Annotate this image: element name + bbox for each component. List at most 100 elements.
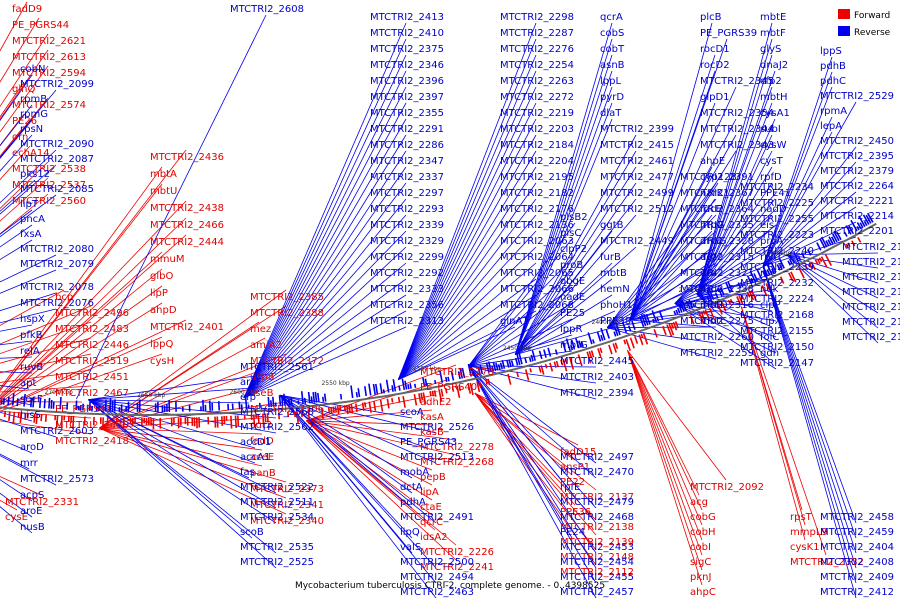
label-connector	[762, 266, 857, 599]
reverse-feature	[766, 269, 771, 276]
label-connector	[762, 266, 857, 554]
label-connector	[243, 134, 407, 399]
reverse-feature	[856, 226, 860, 231]
label-connector	[306, 420, 433, 471]
reverse-gene-label: MTCTRI2_2329	[370, 236, 444, 247]
reverse-feature	[392, 379, 397, 392]
forward-gene-label: MTCTRI2_2373	[250, 484, 324, 495]
forward-gene-label: MTCTRI2_2574	[12, 100, 86, 111]
reverse-feature	[32, 396, 35, 408]
forward-gene-label: MTCTRI2_2112	[560, 567, 634, 578]
forward-gene-label: rpsT	[790, 512, 813, 523]
reverse-feature	[23, 393, 26, 407]
reverse-feature	[643, 313, 649, 326]
label-connector	[397, 86, 537, 380]
forward-feature	[820, 256, 828, 268]
reverse-gene-label: MTCTRI2_2477	[600, 172, 674, 183]
forward-feature	[704, 309, 711, 321]
reverse-gene-label: MTCTRI2_2114	[842, 287, 900, 298]
forward-feature	[386, 398, 390, 409]
reverse-feature	[787, 260, 792, 266]
reverse-gene-label: MTCTRI2_2347	[370, 156, 444, 167]
label-connector	[398, 262, 537, 381]
reverse-gene-label: MTCTRI2_2065	[500, 268, 574, 279]
reverse-feature	[11, 393, 15, 406]
forward-feature	[847, 242, 851, 248]
reverse-gene-label: MTCTRI2_2147	[740, 358, 814, 369]
reverse-feature	[434, 379, 437, 385]
label-connector	[786, 254, 879, 344]
label-connector	[88, 372, 277, 401]
label-connector	[0, 321, 92, 355]
label-connector	[468, 270, 573, 367]
forward-feature	[708, 307, 715, 320]
forward-feature	[689, 315, 695, 325]
label-connector	[0, 183, 163, 392]
label-connector	[76, 14, 267, 400]
reverse-feature	[658, 310, 664, 321]
label-connector	[99, 385, 263, 429]
forward-gene-label: MTCTRI2_2466	[150, 220, 224, 231]
reverse-gene-label: furB	[600, 252, 621, 263]
reverse-gene-label: MTCTRI2_2063	[500, 236, 574, 247]
reverse-feature	[39, 398, 42, 408]
legend-reverse-swatch	[838, 26, 850, 36]
label-connector	[762, 266, 857, 539]
reverse-gene-label: aroF	[240, 377, 262, 388]
forward-gene-label: sseB	[250, 388, 274, 399]
label-connector	[674, 303, 777, 370]
forward-gene-label: fadD9	[12, 4, 42, 15]
reverse-gene-label: MTCTRI2_2113	[842, 302, 900, 313]
label-connector	[0, 193, 49, 235]
forward-feature	[277, 412, 281, 420]
reverse-gene-label: lppL	[600, 76, 621, 87]
label-connector	[88, 399, 277, 569]
forward-feature	[662, 325, 667, 336]
reverse-feature	[43, 399, 46, 409]
reverse-gene-label: MTCTRI2_2150	[740, 342, 814, 353]
forward-feature	[413, 394, 418, 406]
forward-feature	[330, 406, 333, 414]
forward-feature	[740, 294, 744, 300]
reverse-feature	[753, 273, 759, 282]
label-connector	[88, 399, 256, 464]
reverse-feature	[7, 396, 10, 406]
forward-gene-label: lipA	[420, 487, 439, 498]
reverse-feature	[791, 259, 796, 264]
forward-feature	[440, 388, 444, 397]
reverse-gene-label: MTCTRI2_2461	[600, 156, 674, 167]
reverse-gene-label: MTCTRI2_2292	[370, 268, 444, 279]
forward-gene-label: MTCTRI2_2148	[560, 552, 634, 563]
reverse-gene-label: cobS	[600, 28, 624, 39]
reverse-gene-label: MTCTRI2_2394	[560, 388, 634, 399]
forward-feature	[765, 283, 770, 290]
label-connector	[99, 337, 266, 429]
forward-feature	[597, 348, 602, 358]
label-connector	[696, 246, 773, 296]
reverse-gene-label: PE25	[560, 308, 585, 319]
reverse-gene-label: aroE	[20, 506, 42, 517]
reverse-feature	[639, 315, 645, 328]
reverse-gene-label: rpmA	[820, 106, 847, 117]
forward-gene-label: lipP	[150, 288, 168, 299]
reverse-gene-label: MTCTRI2_2459	[820, 527, 894, 538]
label-connector	[468, 365, 597, 400]
reverse-gene-label: MTCTRI2_2512	[600, 204, 674, 215]
forward-feature	[668, 323, 675, 336]
reverse-gene-label: MTCTRI2_2255	[740, 214, 814, 225]
forward-gene-label: MTCTRI2_2138	[560, 522, 634, 533]
label-connector	[627, 350, 700, 496]
reverse-gene-label: obgE	[560, 276, 585, 287]
label-connector	[306, 420, 457, 561]
reverse-feature	[766, 264, 773, 275]
reverse-gene-label: MTCTRI2_2525	[240, 557, 314, 568]
label-connector	[306, 409, 433, 422]
reverse-gene-label: plcB	[700, 12, 722, 23]
forward-feature	[476, 381, 481, 393]
tick-label: 2550 kbp	[321, 380, 349, 387]
forward-feature	[438, 389, 443, 402]
forward-feature	[397, 396, 401, 403]
reverse-feature	[538, 350, 543, 360]
reverse-gene-label: MTCTRI2_2396	[370, 76, 444, 87]
reverse-gene-label: MTCTRI2_2404	[820, 542, 894, 553]
